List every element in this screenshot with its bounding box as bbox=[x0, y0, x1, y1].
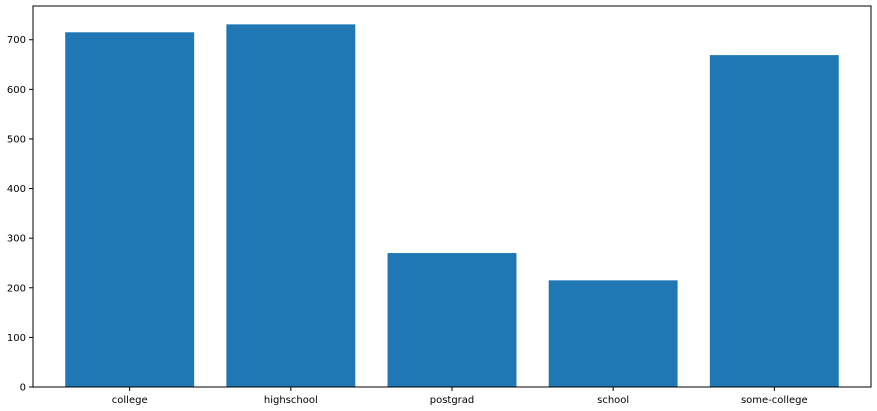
bar-some-college bbox=[709, 55, 839, 388]
plot-frame bbox=[32, 5, 872, 388]
y-tick-label-200: 200 bbox=[7, 283, 26, 294]
y-tick-label-700: 700 bbox=[7, 35, 26, 46]
x-tick-label-highschool: highschool bbox=[264, 395, 318, 406]
x-tick-label-some-college: some-college bbox=[741, 395, 808, 406]
bar-postgrad bbox=[387, 253, 517, 387]
y-tick-label-500: 500 bbox=[7, 134, 26, 145]
bar-college bbox=[65, 32, 195, 387]
y-tick-label-400: 400 bbox=[7, 184, 26, 195]
bar-school bbox=[548, 280, 678, 387]
y-tick-label-100: 100 bbox=[7, 333, 26, 344]
x-tick-label-school: school bbox=[597, 395, 629, 406]
x-tick-label-college: college bbox=[112, 395, 148, 406]
bars-group bbox=[65, 24, 839, 388]
y-tick-label-600: 600 bbox=[7, 85, 26, 96]
x-tick-label-postgrad: postgrad bbox=[430, 395, 475, 406]
y-tick-label-300: 300 bbox=[7, 234, 26, 245]
bar-highschool bbox=[226, 24, 356, 388]
axes-group: college highschool postgrad school some-coll… bbox=[7, 35, 808, 406]
y-tick-label-0: 0 bbox=[20, 383, 26, 394]
